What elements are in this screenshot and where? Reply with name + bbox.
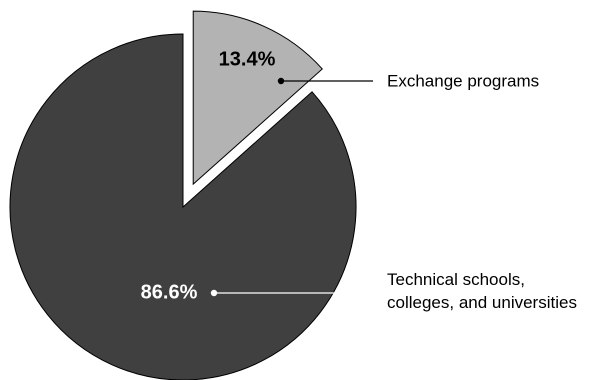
slice-value-label-0: 13.4%: [219, 48, 276, 70]
pie-slice-0: [192, 10, 323, 186]
slice-category-label-0-line-0: Exchange programs: [387, 71, 539, 90]
slice-category-label-1: Technical schools, colleges, and universi…: [387, 270, 577, 312]
slice-value-label-1: 86.6%: [141, 281, 198, 303]
slice-category-label-0: Exchange programs: [387, 71, 539, 90]
slice-category-label-1-line-1: colleges, and universities: [387, 293, 577, 312]
slice-category-label-1-line-0: Technical schools,: [387, 270, 525, 289]
pie-slice-1: [9, 33, 357, 380]
